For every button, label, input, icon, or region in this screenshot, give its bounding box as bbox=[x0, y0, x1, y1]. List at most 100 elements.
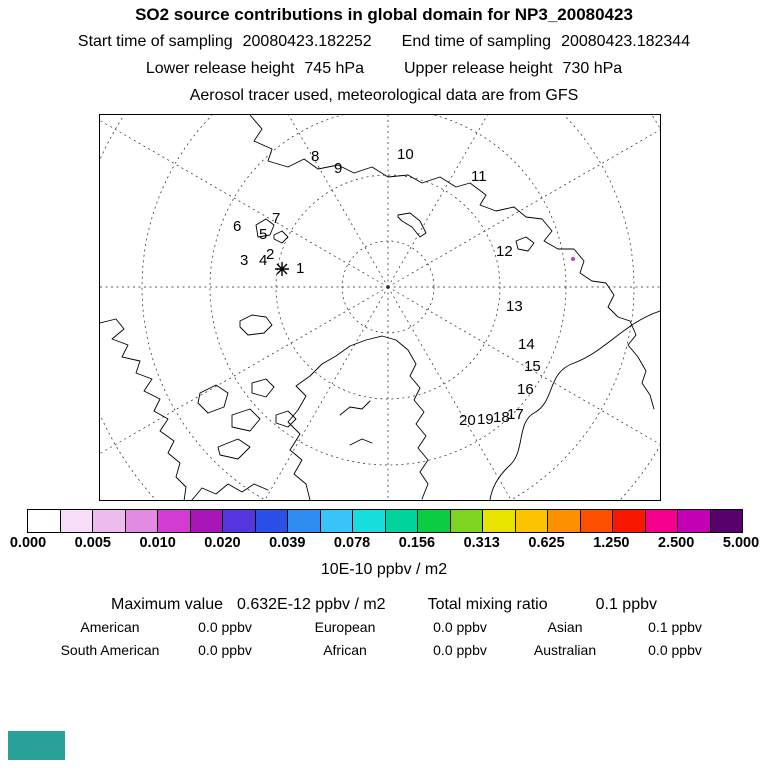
colorbar-segment bbox=[255, 510, 288, 532]
colorbar-tick: 0.000 bbox=[9, 535, 47, 551]
station-label: 4 bbox=[259, 252, 267, 269]
colorbar-segment bbox=[223, 510, 256, 532]
release-heights-line: Lower release height 745 hPa Upper relea… bbox=[0, 60, 768, 78]
region-name: European bbox=[314, 619, 376, 635]
colorbar-segment bbox=[385, 510, 418, 532]
start-time-value: 20080423.182252 bbox=[242, 33, 372, 50]
total-mixing-ratio-label: Total mixing ratio bbox=[427, 596, 548, 613]
sampling-times-line: Start time of sampling 20080423.182252 E… bbox=[0, 33, 768, 51]
greenland-fjord-detail-2 bbox=[349, 438, 373, 446]
station-label: 5 bbox=[259, 226, 267, 243]
upper-release-value: 730 hPa bbox=[562, 60, 623, 77]
colorbar-tick: 0.039 bbox=[269, 535, 306, 551]
colorbar-units-label: 10E-10 ppbv / m2 bbox=[320, 561, 448, 578]
island-svalbard-2 bbox=[273, 230, 289, 244]
release-point-marker-icon bbox=[275, 262, 289, 276]
station-label: 18 bbox=[493, 409, 510, 426]
station-label: 15 bbox=[524, 358, 541, 375]
station-label: 16 bbox=[517, 381, 534, 398]
colorbar-ticks: 0.000 0.005 0.010 0.020 0.039 0.078 0.156 0.313… bbox=[10, 535, 759, 553]
island-archipelago-1 bbox=[197, 384, 229, 414]
start-time: Start time of sampling 20080423.182252 bbox=[78, 33, 372, 51]
island-severnaya-zemlya bbox=[515, 236, 535, 252]
stats-line: Maximum value 0.632E-12 ppbv / m2 Total … bbox=[0, 596, 768, 614]
lower-release-label: Lower release height bbox=[145, 60, 295, 77]
region-name: American bbox=[80, 619, 140, 635]
colorbar-segment bbox=[515, 510, 548, 532]
region-name: Australian bbox=[533, 642, 597, 658]
coast-eurasia bbox=[249, 115, 655, 410]
station-label: 20 bbox=[459, 412, 476, 429]
station-label: 6 bbox=[233, 218, 241, 235]
island-iceland bbox=[239, 314, 273, 336]
island-archipelago-5 bbox=[275, 410, 297, 428]
colorbar-segment bbox=[288, 510, 321, 532]
colorbar-segment bbox=[645, 510, 678, 532]
upper-release-height: Upper release height 730 hPa bbox=[404, 60, 622, 78]
colorbar-tick: 0.005 bbox=[74, 535, 111, 551]
region-name: South American bbox=[60, 642, 160, 658]
station-label: 10 bbox=[397, 146, 414, 163]
colorbar-tick: 0.020 bbox=[204, 535, 241, 551]
colorbar-segment bbox=[613, 510, 646, 532]
colorbar bbox=[27, 509, 743, 533]
lower-release-value: 745 hPa bbox=[304, 60, 364, 77]
colorbar-segment bbox=[125, 510, 158, 532]
region-name: Asian bbox=[547, 619, 583, 635]
colorbar-tick: 1.250 bbox=[593, 535, 630, 551]
station-label: 11 bbox=[471, 168, 487, 185]
station-label: 14 bbox=[518, 336, 535, 353]
colorbar-tick: 2.500 bbox=[658, 535, 695, 551]
greenland-fjord-detail-1 bbox=[339, 400, 371, 416]
colorbar-segment bbox=[353, 510, 386, 532]
station-label: 13 bbox=[506, 298, 523, 315]
polar-map: 1 2 3 4 5 6 7 8 9 10 11 12 13 14 15 16 17 18 19 20 bbox=[99, 114, 661, 501]
colorbar-tick: 5.000 bbox=[722, 535, 760, 551]
region-value: 0.0 ppbv bbox=[198, 619, 252, 635]
coast-bottom bbox=[191, 483, 269, 500]
region-value: 0.1 ppbv bbox=[648, 619, 702, 635]
end-time-label: End time of sampling bbox=[401, 33, 552, 50]
station-label: 2 bbox=[266, 246, 274, 263]
colorbar-segment bbox=[60, 510, 93, 532]
region-value: 0.0 ppbv bbox=[433, 619, 487, 635]
colorbar-tick: 0.625 bbox=[528, 535, 565, 551]
maximum-value-label: Maximum value bbox=[110, 596, 224, 613]
coastlines bbox=[100, 115, 660, 500]
station-label: 8 bbox=[311, 148, 319, 165]
island-svalbard-1 bbox=[255, 218, 275, 238]
region-contributions-row-2: South American 0.0 ppbv African 0.0 ppbv… bbox=[40, 642, 730, 663]
end-time: End time of sampling 20080423.182344 bbox=[402, 33, 690, 51]
upper-release-label: Upper release height bbox=[404, 60, 553, 77]
graticule bbox=[100, 115, 660, 500]
station-label: 17 bbox=[507, 406, 524, 423]
colorbar-tick: 0.156 bbox=[398, 535, 436, 551]
station-label: 3 bbox=[240, 252, 248, 269]
maximum-value: 0.632E-12 ppbv / m2 bbox=[237, 596, 386, 613]
colorbar-segment bbox=[28, 510, 61, 532]
colorbar-tick: 0.010 bbox=[139, 535, 176, 551]
colorbar-segment bbox=[483, 510, 516, 532]
total-mixing-ratio-value: 0.1 ppbv bbox=[595, 596, 657, 613]
region-contributions-row-1: American 0.0 ppbv European 0.0 ppbv Asia… bbox=[40, 619, 730, 640]
figure-title: SO2 source contributions in global domai… bbox=[135, 5, 633, 24]
colorbar-segment bbox=[158, 510, 191, 532]
colorbar-segment bbox=[450, 510, 483, 532]
station-label: 12 bbox=[496, 243, 513, 260]
colorbar-segment bbox=[710, 510, 742, 532]
island-archipelago-3 bbox=[251, 378, 275, 398]
region-name: African bbox=[323, 642, 367, 658]
colorbar-segment bbox=[190, 510, 223, 532]
colorbar-segment bbox=[678, 510, 711, 532]
coast-chukotka bbox=[489, 310, 660, 500]
tracer-note-text: Aerosol tracer used, meteorological data… bbox=[189, 87, 579, 104]
coast-north-america bbox=[100, 318, 187, 500]
colorbar-segment bbox=[93, 510, 126, 532]
colorbar-tick: 0.313 bbox=[463, 535, 500, 551]
region-value: 0.0 ppbv bbox=[433, 642, 487, 658]
island-archipelago-4 bbox=[217, 438, 251, 460]
footer-swatch bbox=[8, 731, 65, 760]
station-label: 1 bbox=[296, 260, 304, 277]
